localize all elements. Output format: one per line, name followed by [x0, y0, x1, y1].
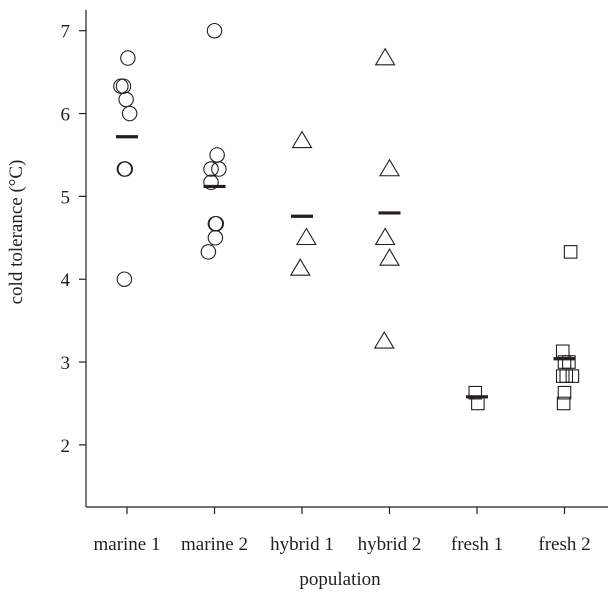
circle-marker [200, 244, 217, 260]
circle-marker [207, 215, 224, 232]
axes [85, 10, 608, 508]
y-tick-label: 6 [61, 105, 71, 126]
square-marker [557, 385, 572, 400]
y-ticks: 2 3 4 5 6 7 [61, 22, 86, 457]
triangle-marker [289, 258, 311, 276]
square-marker [556, 396, 571, 411]
square-marker [563, 245, 578, 259]
x-tick-label: marine 2 [181, 534, 248, 555]
triangle-marker [379, 248, 400, 266]
y-tick-label: 5 [61, 187, 71, 208]
group-means [116, 135, 576, 399]
y-tick-label: 3 [61, 353, 71, 374]
data-points [113, 22, 580, 411]
x-tick-label: marine 1 [93, 534, 160, 555]
circle-marker [116, 161, 133, 177]
circle-marker [203, 174, 219, 191]
circle-marker [121, 105, 138, 122]
square-marker [562, 355, 576, 369]
circle-marker [120, 50, 136, 66]
circle-marker [118, 91, 134, 108]
y-tick-label: 4 [61, 270, 71, 291]
triangle-marker [374, 227, 396, 246]
triangle-marker [374, 47, 396, 66]
x-tick-label: fresh 2 [538, 534, 590, 555]
circle-marker [203, 161, 219, 177]
circle-marker [115, 78, 132, 94]
square-marker [468, 385, 483, 400]
circle-marker [206, 22, 223, 39]
x-tick-label: hybrid 1 [270, 534, 334, 555]
triangle-marker [295, 227, 317, 246]
circle-marker [208, 215, 225, 232]
square-marker [555, 369, 570, 383]
x-ticks: marine 1 marine 2 hybrid 1 hybrid 2 fresh 1 f… [93, 507, 591, 555]
y-axis-title: cold tolerance (°C) [6, 160, 27, 305]
y-tick-label: 2 [61, 436, 71, 457]
circle-marker [207, 230, 224, 246]
x-tick-label: hybrid 2 [358, 534, 422, 555]
triangle-marker [373, 330, 395, 349]
x-tick-label: fresh 1 [451, 534, 503, 555]
y-tick-label: 7 [61, 22, 71, 43]
x-axis-title: population [299, 569, 381, 590]
circle-marker [211, 161, 227, 177]
square-marker [565, 369, 580, 383]
triangle-marker [379, 158, 400, 177]
circle-marker [117, 161, 134, 177]
circle-marker [209, 147, 225, 163]
triangle-marker [291, 130, 313, 149]
circle-marker [116, 271, 133, 287]
